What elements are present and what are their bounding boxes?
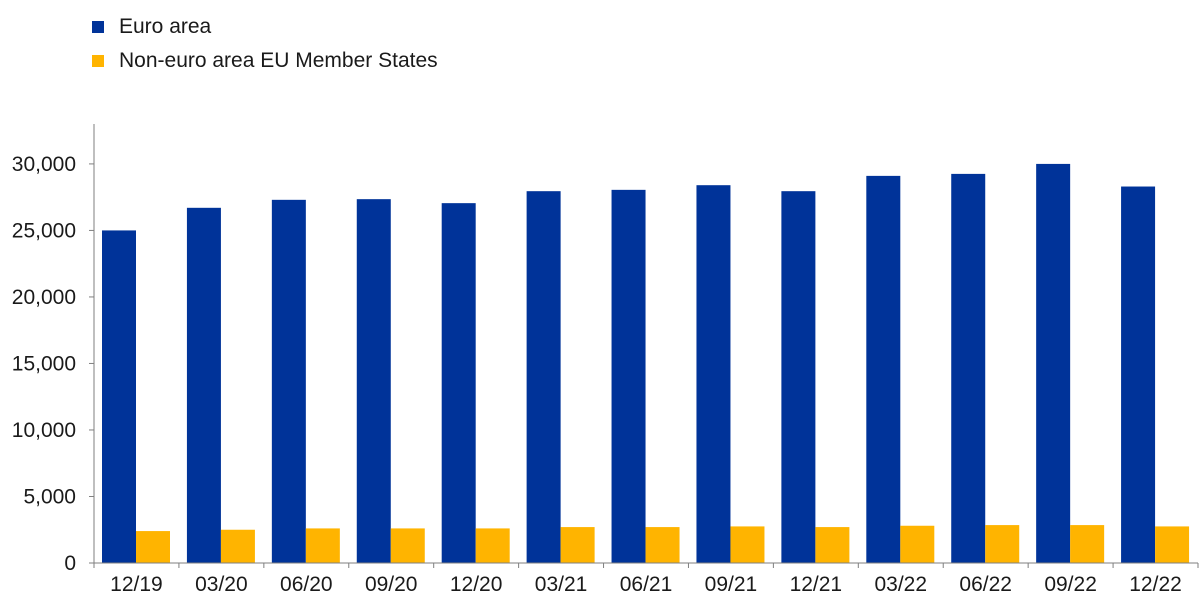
x-tick-label: 12/20 xyxy=(450,573,503,596)
bar-non-euro-3 xyxy=(390,528,425,563)
bar-euro-area-10 xyxy=(951,173,986,564)
bar-non-euro-5 xyxy=(560,527,595,563)
bar-non-euro-6 xyxy=(645,527,680,563)
legend-swatch-non-euro xyxy=(92,55,104,67)
bar-euro-area-0 xyxy=(102,230,136,563)
bar-euro-area-8 xyxy=(781,191,816,563)
bar-non-euro-8 xyxy=(815,527,850,563)
bar-euro-area-1 xyxy=(186,207,221,564)
y-tick-label: 15,000 xyxy=(12,352,76,375)
bar-non-euro-0 xyxy=(136,531,170,563)
x-tick-label: 09/22 xyxy=(1044,573,1097,596)
legend-label-non-euro: Non-euro area EU Member States xyxy=(119,49,438,72)
y-tick-label: 30,000 xyxy=(12,153,76,176)
x-tick-label: 03/22 xyxy=(874,573,927,596)
x-tick-label: 06/22 xyxy=(959,573,1012,596)
legend-label-euro-area: Euro area xyxy=(119,15,212,38)
bar-non-euro-7 xyxy=(730,526,765,563)
legend-item-euro-area: Euro area xyxy=(92,10,438,44)
y-tick-label: 20,000 xyxy=(12,286,76,309)
bar-euro-area-11 xyxy=(1036,163,1071,563)
chart-legend: Euro area Non-euro area EU Member States xyxy=(92,10,438,78)
bar-non-euro-10 xyxy=(985,525,1020,563)
bar-non-euro-9 xyxy=(900,525,935,563)
x-tick-label: 09/21 xyxy=(705,573,758,596)
legend-item-non-euro: Non-euro area EU Member States xyxy=(92,44,438,78)
bar-euro-area-7 xyxy=(696,185,731,563)
x-tick-label: 03/21 xyxy=(535,573,588,596)
x-tick-label: 03/20 xyxy=(195,573,248,596)
y-tick-label: 25,000 xyxy=(12,219,76,242)
y-tick-label: 0 xyxy=(64,552,76,575)
x-tick-label: 06/21 xyxy=(620,573,673,596)
bar-euro-area-2 xyxy=(271,199,306,563)
bar-euro-area-9 xyxy=(866,175,901,563)
x-tick-label: 12/19 xyxy=(110,573,163,596)
x-tick-label: 09/20 xyxy=(365,573,418,596)
bar-euro-area-6 xyxy=(611,189,646,563)
bar-non-euro-1 xyxy=(220,529,255,563)
y-tick-label: 5,000 xyxy=(23,485,76,508)
y-tick-label: 10,000 xyxy=(12,419,76,442)
bar-non-euro-4 xyxy=(475,528,510,563)
bar-euro-area-12 xyxy=(1121,186,1156,564)
x-tick-label: 12/22 xyxy=(1129,573,1182,596)
bar-euro-area-3 xyxy=(356,199,391,564)
bar-euro-area-5 xyxy=(526,191,561,563)
bar-non-euro-11 xyxy=(1070,525,1105,563)
bar-non-euro-2 xyxy=(305,528,340,563)
bar-non-euro-12 xyxy=(1155,526,1190,563)
bar-euro-area-4 xyxy=(441,203,476,564)
legend-swatch-euro-area xyxy=(92,21,104,33)
x-tick-label: 06/20 xyxy=(280,573,333,596)
x-tick-label: 12/21 xyxy=(790,573,843,596)
